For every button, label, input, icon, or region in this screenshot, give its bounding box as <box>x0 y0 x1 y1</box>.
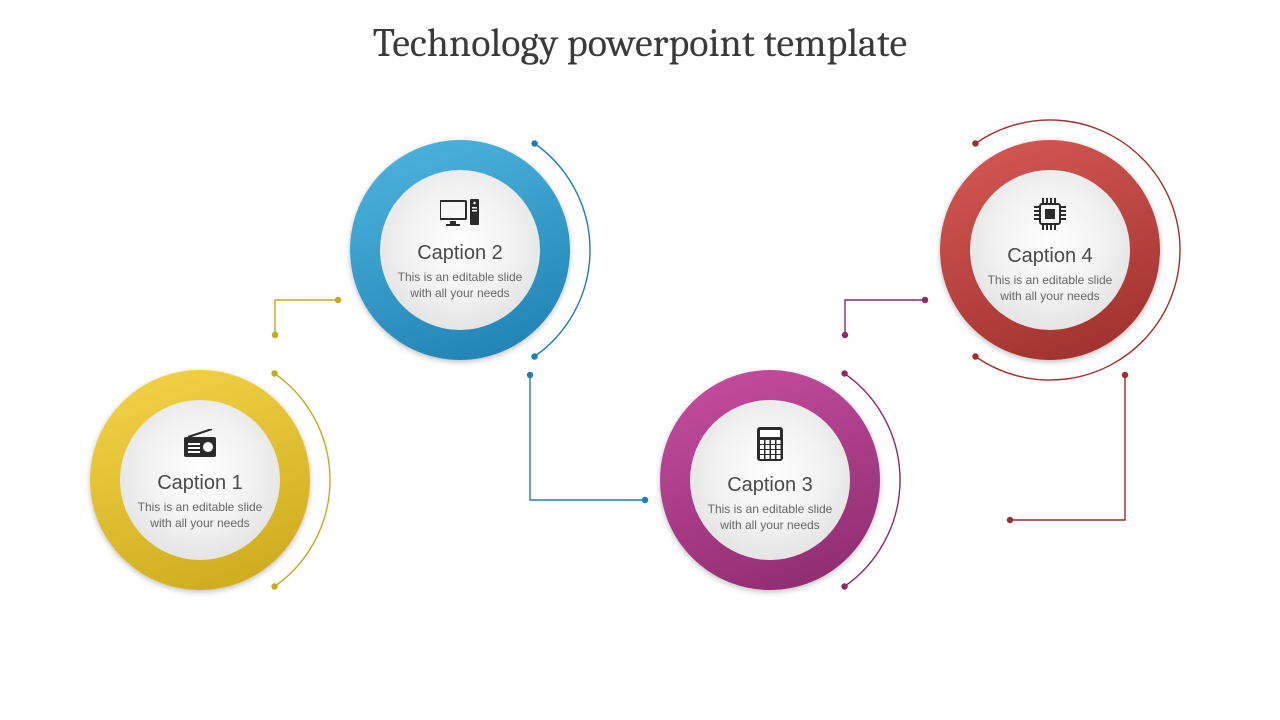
node-inner: Caption 1 This is an editable slide with … <box>120 400 280 560</box>
node-inner: Caption 2 This is an editable slide with … <box>380 170 540 330</box>
node-caption: Caption 2 <box>417 242 503 265</box>
node-inner: Caption 4 This is an editable slide with … <box>970 170 1130 330</box>
page-title: Technology powerpoint template <box>0 20 1280 66</box>
desktop-icon <box>440 199 480 234</box>
radio-icon <box>182 429 218 464</box>
node-desc: This is an editable slide with all your … <box>392 269 528 301</box>
node-desc: This is an editable slide with all your … <box>982 272 1118 304</box>
calculator-icon <box>757 427 783 466</box>
connectors-layer <box>0 0 1280 720</box>
node-caption: Caption 3 <box>727 474 813 497</box>
chip-icon <box>1032 196 1068 237</box>
diagram-node-1: Caption 1 This is an editable slide with … <box>90 370 310 590</box>
diagram-node-4: Caption 4 This is an editable slide with … <box>940 140 1160 360</box>
node-caption: Caption 4 <box>1007 245 1093 268</box>
node-caption: Caption 1 <box>157 472 243 495</box>
diagram-node-2: Caption 2 This is an editable slide with … <box>350 140 570 360</box>
node-inner: Caption 3 This is an editable slide with … <box>690 400 850 560</box>
diagram-node-3: Caption 3 This is an editable slide with … <box>660 370 880 590</box>
node-desc: This is an editable slide with all your … <box>702 501 838 533</box>
node-desc: This is an editable slide with all your … <box>132 499 268 531</box>
